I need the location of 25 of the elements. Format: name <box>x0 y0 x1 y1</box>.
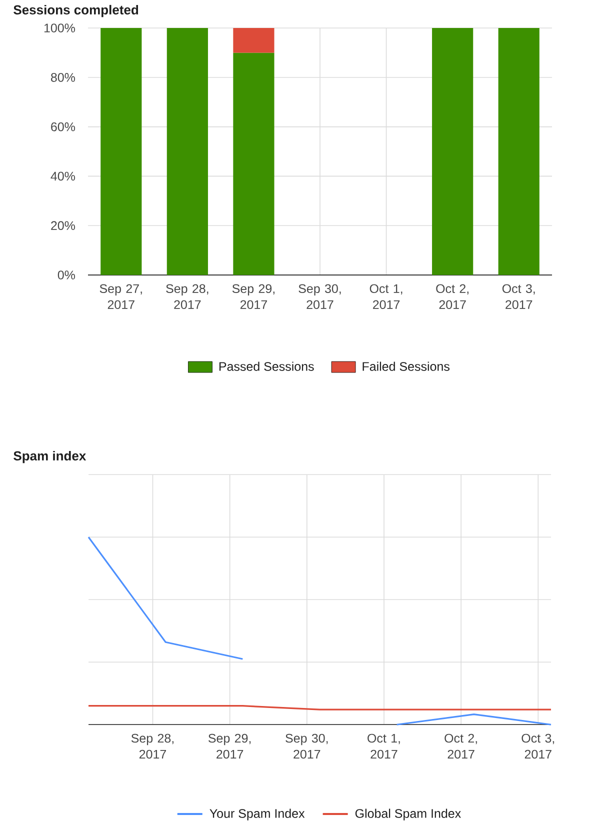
y-tick-label: 0% <box>58 270 76 280</box>
y-tick-label: 60% <box>51 122 76 132</box>
x-tick-label: Oct 1, 2017 <box>368 734 400 759</box>
chart-title: Sessions completed <box>14 4 138 18</box>
x-tick-label: Sep 30, 2017 <box>286 734 328 759</box>
y-tick-label: 20% <box>51 221 76 230</box>
x-tick-label: Oct 2, 2017 <box>436 284 468 310</box>
x-tick-label: Oct 3, 2017 <box>522 734 554 759</box>
y-tick-label: 100% <box>44 24 76 32</box>
x-tick-label: Oct 1, 2017 <box>370 284 402 310</box>
legend-label: Your Spam Index <box>210 808 305 820</box>
x-tick-label: Sep 28, 2017 <box>131 734 174 759</box>
y-tick-label: 40% <box>50 172 76 181</box>
x-tick-label: Oct 3, 2017 <box>502 284 535 310</box>
legend-label: Failed Sessions <box>362 362 450 371</box>
x-tick-label: Sep 30, 2017 <box>298 284 341 310</box>
y-tick-label: 80% <box>51 72 76 82</box>
legend-label: Passed Sessions <box>219 362 314 371</box>
x-tick-label: Sep 29, 2017 <box>208 734 251 759</box>
x-tick-label: Sep 27, 2017 <box>100 284 142 310</box>
legend-label: Global Spam Index <box>355 808 461 820</box>
x-tick-label: Sep 28, 2017 <box>166 284 208 310</box>
x-tick-label: Sep 29, 2017 <box>232 284 274 310</box>
x-tick-label: Oct 2, 2017 <box>444 734 477 759</box>
chart-title: Spam index <box>14 450 86 464</box>
